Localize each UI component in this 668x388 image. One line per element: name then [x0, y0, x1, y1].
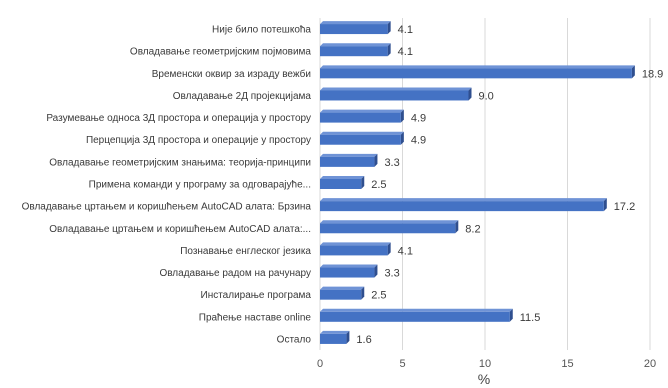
category-label: Остало [277, 334, 312, 345]
value-labels: 4.1 4.1 18.9 9.0 4.9 4.9 3.3 2.5 17.2 8.2 4.1 3.3 2.… [356, 24, 663, 346]
category-label: Праћење наставе online [199, 312, 312, 323]
value-label: 3.3 [384, 157, 399, 169]
value-label: 18.9 [642, 68, 663, 80]
bar [320, 87, 472, 101]
category-label: Инсталирање програма [201, 290, 312, 301]
category-labels: Није било потешкоћа Овладавање геометријс… [22, 24, 312, 346]
category-label: Временски оквир за израду вежби [152, 68, 311, 80]
value-label: 4.9 [411, 113, 426, 125]
category-label: Овладавање 2Д пројекцијама [173, 91, 312, 102]
bar [320, 264, 378, 278]
value-label: 2.5 [371, 290, 386, 302]
bar [320, 65, 635, 79]
value-label: 1.6 [356, 334, 371, 346]
bar [320, 198, 607, 212]
value-label: 4.1 [398, 46, 413, 58]
x-tick-label: 5 [399, 358, 405, 370]
value-label: 4.9 [411, 135, 426, 147]
x-tick-label: 20 [644, 358, 656, 370]
bar [320, 43, 391, 57]
value-label: 4.1 [398, 245, 413, 257]
bar [320, 220, 459, 234]
bar [320, 242, 391, 256]
bar [320, 21, 391, 35]
value-label: 3.3 [384, 268, 399, 280]
bars [320, 21, 635, 344]
bar [320, 286, 365, 300]
bar [320, 330, 350, 344]
x-axis-ticks: 0 5 10 15 20 [317, 358, 656, 370]
category-label: Разумевање односа 3Д простора и операциј… [46, 113, 311, 124]
x-tick-label: 15 [561, 358, 573, 370]
x-axis-label: % [478, 371, 490, 387]
value-label: 8.2 [465, 223, 480, 235]
value-label: 17.2 [614, 201, 635, 213]
x-tick-label: 0 [317, 358, 323, 370]
category-label: Овладавање геометријским знањима: теориј… [49, 157, 311, 168]
category-label: Овладавање цртањем и коришћењем AutoCAD … [22, 202, 312, 213]
bar [320, 308, 513, 322]
bar [320, 109, 404, 123]
bar [320, 153, 378, 167]
value-label: 11.5 [520, 312, 541, 324]
category-label: Овладавање цртањем и коришћењем AutoCAD … [49, 224, 311, 235]
category-label: Није било потешкоћа [212, 24, 311, 36]
value-label: 9.0 [479, 90, 494, 102]
bar [320, 176, 365, 189]
category-label: Овладавање радом на рачунару [159, 268, 311, 279]
x-tick-label: 10 [479, 358, 491, 370]
category-label: Овладавање геометријским појмовима [130, 47, 312, 58]
category-label: Перцепција 3Д простора и операције у про… [86, 135, 311, 146]
category-label: Примена команди у програму за одговарају… [89, 180, 311, 191]
value-label: 4.1 [398, 24, 413, 36]
category-label: Познавање енглеског језика [180, 246, 311, 257]
bar [320, 131, 404, 145]
value-label: 2.5 [371, 179, 386, 191]
